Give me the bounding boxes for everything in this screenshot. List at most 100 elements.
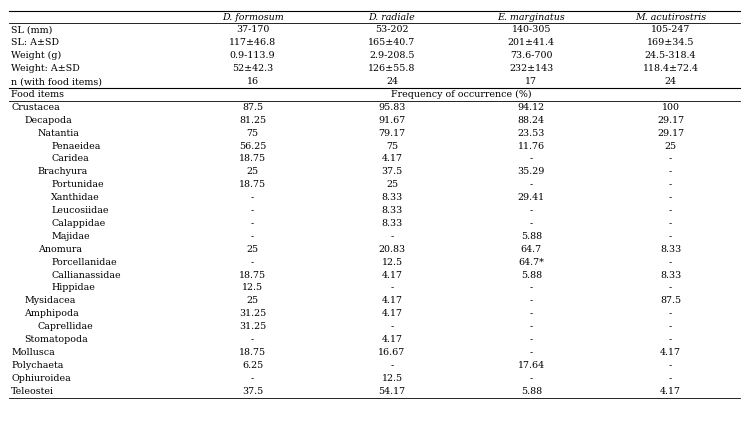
Text: 91.67: 91.67: [379, 116, 405, 125]
Text: Penaeidea: Penaeidea: [51, 142, 100, 151]
Text: -: -: [251, 206, 254, 215]
Text: 35.29: 35.29: [518, 168, 545, 176]
Text: 29.17: 29.17: [657, 129, 684, 137]
Text: Calappidae: Calappidae: [51, 219, 106, 228]
Text: -: -: [669, 168, 673, 176]
Text: -: -: [251, 374, 254, 383]
Text: 2.9-208.5: 2.9-208.5: [369, 51, 414, 60]
Text: 18.75: 18.75: [239, 180, 266, 189]
Text: Caridea: Caridea: [51, 154, 89, 163]
Text: 5.88: 5.88: [521, 387, 542, 396]
Text: -: -: [669, 335, 673, 344]
Text: -: -: [530, 322, 533, 331]
Text: 6.25: 6.25: [242, 361, 263, 370]
Text: 29.41: 29.41: [518, 193, 545, 202]
Text: 37.5: 37.5: [242, 387, 263, 396]
Text: Caprellidae: Caprellidae: [38, 322, 94, 331]
Text: 201±41.4: 201±41.4: [508, 38, 555, 47]
Text: Anomura: Anomura: [38, 245, 82, 254]
Text: 12.5: 12.5: [382, 374, 403, 383]
Text: -: -: [530, 297, 533, 305]
Text: 31.25: 31.25: [239, 309, 266, 318]
Text: M. acutirostris: M. acutirostris: [635, 13, 706, 22]
Text: 100: 100: [661, 103, 679, 112]
Text: -: -: [669, 180, 673, 189]
Text: 12.5: 12.5: [242, 283, 263, 292]
Text: -: -: [669, 193, 673, 202]
Text: 24.5-318.4: 24.5-318.4: [645, 51, 696, 60]
Text: -: -: [251, 193, 254, 202]
Text: 53-202: 53-202: [375, 25, 408, 34]
Text: 54.17: 54.17: [379, 387, 405, 396]
Text: -: -: [530, 206, 533, 215]
Text: 4.17: 4.17: [660, 348, 681, 357]
Text: Leucosiidae: Leucosiidae: [51, 206, 109, 215]
Text: Callianassidae: Callianassidae: [51, 271, 121, 280]
Text: 25: 25: [664, 142, 677, 151]
Text: -: -: [251, 219, 254, 228]
Text: -: -: [391, 322, 394, 331]
Text: E. marginatus: E. marginatus: [498, 13, 565, 22]
Text: -: -: [251, 232, 254, 241]
Text: 20.83: 20.83: [379, 245, 405, 254]
Text: 12.5: 12.5: [382, 258, 403, 266]
Text: Stomatopoda: Stomatopoda: [25, 335, 89, 344]
Text: 24: 24: [664, 77, 676, 86]
Text: 16: 16: [246, 77, 259, 86]
Text: 25: 25: [246, 168, 259, 176]
Text: -: -: [530, 154, 533, 163]
Text: 94.12: 94.12: [518, 103, 545, 112]
Text: 64.7*: 64.7*: [519, 258, 545, 266]
Text: -: -: [669, 322, 673, 331]
Text: 25: 25: [246, 245, 259, 254]
Text: 8.33: 8.33: [660, 271, 682, 280]
Text: 64.7: 64.7: [521, 245, 542, 254]
Text: 24: 24: [386, 77, 398, 86]
Text: Majidae: Majidae: [51, 232, 90, 241]
Text: 18.75: 18.75: [239, 271, 266, 280]
Text: -: -: [391, 283, 394, 292]
Text: -: -: [530, 348, 533, 357]
Text: D. radiale: D. radiale: [368, 13, 415, 22]
Text: 126±55.8: 126±55.8: [368, 64, 416, 73]
Text: -: -: [530, 219, 533, 228]
Text: -: -: [669, 206, 673, 215]
Text: 75: 75: [386, 142, 398, 151]
Text: Natantia: Natantia: [38, 129, 80, 137]
Text: Mysidacea: Mysidacea: [25, 297, 76, 305]
Text: 8.33: 8.33: [382, 193, 403, 202]
Text: -: -: [669, 283, 673, 292]
Text: Xanthidae: Xanthidae: [51, 193, 100, 202]
Text: Decapoda: Decapoda: [25, 116, 72, 125]
Text: 23.53: 23.53: [518, 129, 545, 137]
Text: 37.5: 37.5: [382, 168, 403, 176]
Text: Ophiuroidea: Ophiuroidea: [11, 374, 71, 383]
Text: 17.64: 17.64: [518, 361, 545, 370]
Text: 5.88: 5.88: [521, 271, 542, 280]
Text: 117±46.8: 117±46.8: [229, 38, 276, 47]
Text: 37-170: 37-170: [236, 25, 269, 34]
Text: 75: 75: [246, 129, 259, 137]
Text: 140-305: 140-305: [512, 25, 551, 34]
Text: Mollusca: Mollusca: [11, 348, 55, 357]
Text: 73.6-700: 73.6-700: [510, 51, 553, 60]
Text: 165±40.7: 165±40.7: [368, 38, 416, 47]
Text: 8.33: 8.33: [660, 245, 682, 254]
Text: Teleostei: Teleostei: [11, 387, 54, 396]
Text: 11.76: 11.76: [518, 142, 545, 151]
Text: -: -: [251, 258, 254, 266]
Text: 17: 17: [525, 77, 537, 86]
Text: 169±34.5: 169±34.5: [647, 38, 694, 47]
Text: Weight: A±SD: Weight: A±SD: [11, 64, 80, 73]
Text: 18.75: 18.75: [239, 154, 266, 163]
Text: Crustacea: Crustacea: [11, 103, 60, 112]
Text: Amphipoda: Amphipoda: [25, 309, 80, 318]
Text: -: -: [669, 361, 673, 370]
Text: 232±143: 232±143: [509, 64, 554, 73]
Text: 4.17: 4.17: [660, 387, 681, 396]
Text: 52±42.3: 52±42.3: [232, 64, 273, 73]
Text: -: -: [251, 335, 254, 344]
Text: Portunidae: Portunidae: [51, 180, 104, 189]
Text: 87.5: 87.5: [242, 103, 263, 112]
Text: 5.88: 5.88: [521, 232, 542, 241]
